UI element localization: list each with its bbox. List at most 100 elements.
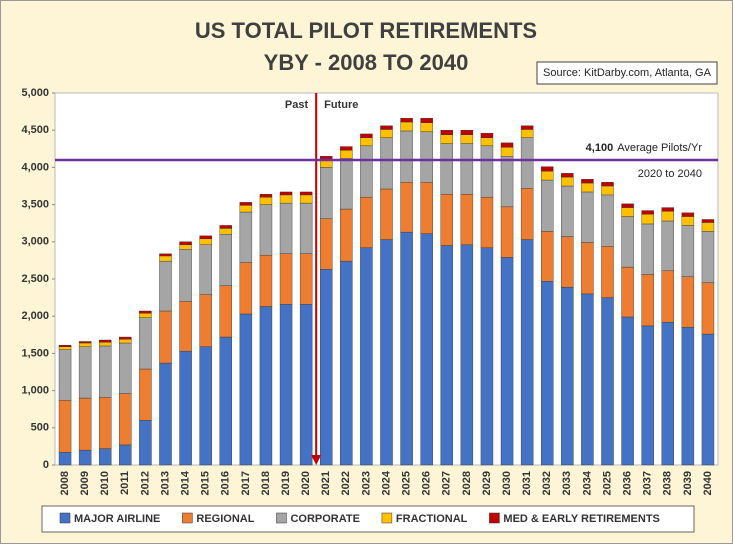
y-tick-label: 2,500 [21, 273, 49, 285]
x-tick-label: 2024 [380, 470, 392, 495]
bar-segment [340, 260, 353, 466]
bar-segment [681, 216, 695, 226]
bar-segment [159, 362, 172, 466]
bar-segment [58, 345, 72, 347]
x-tick-label: 2037 [642, 471, 654, 495]
chart-subtitle: YBY - 2008 TO 2040 [264, 50, 469, 75]
bar-segment [400, 231, 413, 466]
bar-segment [420, 182, 433, 234]
divider-before: Past [285, 99, 309, 111]
bar-segment [279, 191, 293, 196]
bar-segment [58, 349, 72, 401]
bar-segment [621, 316, 634, 466]
bar-segment [420, 118, 433, 123]
bar-segment [520, 125, 534, 130]
bar-segment [500, 257, 514, 466]
bar-segment [480, 196, 494, 248]
bar-segment [98, 339, 112, 343]
bar-segment [58, 346, 72, 350]
bar-segment [601, 194, 614, 247]
y-tick-label: 3,500 [21, 199, 49, 211]
x-tick-label: 2025 [601, 471, 613, 495]
bar-segment [239, 313, 253, 466]
x-tick-label: 2015 [200, 471, 212, 495]
bar-segment [460, 134, 474, 144]
bar-segment [119, 336, 132, 340]
bar-segment [98, 448, 112, 466]
x-tick-label: 2026 [421, 471, 433, 495]
bar-segment [440, 134, 453, 144]
x-tick-label: 2022 [340, 471, 352, 495]
bar-segment [601, 297, 614, 466]
bar-segment [340, 150, 353, 159]
bar-segment [119, 342, 132, 394]
x-tick-label: 2032 [541, 471, 553, 495]
bar-segment [199, 238, 212, 245]
bar-segment [400, 121, 413, 132]
bar-segment [380, 137, 393, 190]
x-tick-label: 2036 [621, 471, 633, 495]
bar-segment [520, 188, 534, 240]
bar-segment [279, 194, 293, 204]
bar-segment [219, 228, 232, 235]
bar-segment [139, 313, 152, 318]
bar-segment [480, 132, 494, 138]
bar-segment [561, 286, 574, 466]
bar-segment [420, 131, 433, 183]
bar-segment [98, 345, 112, 398]
bar-segment [299, 304, 313, 466]
bar-segment [259, 306, 273, 466]
legend-label: FRACTIONAL [396, 513, 468, 525]
bar-segment [480, 247, 494, 466]
bar-segment [561, 185, 574, 237]
bar-segment [561, 176, 574, 187]
bar-segment [199, 235, 212, 240]
bar-segment [139, 317, 152, 370]
bar-segment [219, 336, 232, 466]
bar-segment [239, 262, 253, 315]
bar-segment [139, 310, 152, 314]
x-tick-label: 2031 [521, 471, 533, 495]
bar-segment [320, 218, 333, 270]
bar-segment [661, 270, 675, 323]
bar-segment [400, 182, 413, 233]
bar-segment [581, 182, 594, 193]
divider-after: Future [324, 99, 358, 111]
bar-segment [279, 253, 293, 305]
average-label: 4,100 [586, 142, 614, 154]
bar-segment [299, 194, 313, 204]
bar-segment [340, 208, 353, 262]
bar-segment [460, 129, 474, 135]
bar-segment [440, 143, 453, 195]
bar-segment [541, 281, 554, 466]
bar-segment [299, 202, 313, 254]
bar-segment [681, 212, 695, 217]
bar-segment [159, 255, 172, 262]
bar-segment [500, 206, 514, 258]
legend-label: REGIONAL [196, 513, 254, 525]
bar-segment [58, 400, 72, 453]
bar-segment [601, 182, 614, 187]
bar-segment [320, 269, 333, 466]
x-tick-label: 2019 [280, 471, 292, 495]
bar-segment [58, 452, 72, 466]
bar-segment [219, 234, 232, 286]
bar-segment [581, 191, 594, 243]
y-tick-label: 500 [31, 422, 49, 434]
x-tick-label: 2020 [300, 471, 312, 495]
divider-arrow [311, 455, 322, 465]
bar-segment [661, 207, 675, 212]
bar-segment [440, 129, 453, 135]
bar-segment [460, 143, 474, 195]
bar-segment [139, 368, 152, 421]
bar-segment [239, 205, 253, 213]
y-tick-label: 2,000 [21, 310, 49, 322]
bar-segment [179, 301, 192, 352]
legend-label: MED & EARLY RETIREMENTS [503, 513, 659, 525]
y-tick-label: 1,000 [21, 385, 49, 397]
legend-swatch [489, 512, 500, 524]
bar-segment [561, 173, 574, 178]
bar-segment [179, 350, 192, 466]
bar-segment [420, 122, 433, 132]
chart-title: US TOTAL PILOT RETIREMENTS [195, 18, 537, 43]
